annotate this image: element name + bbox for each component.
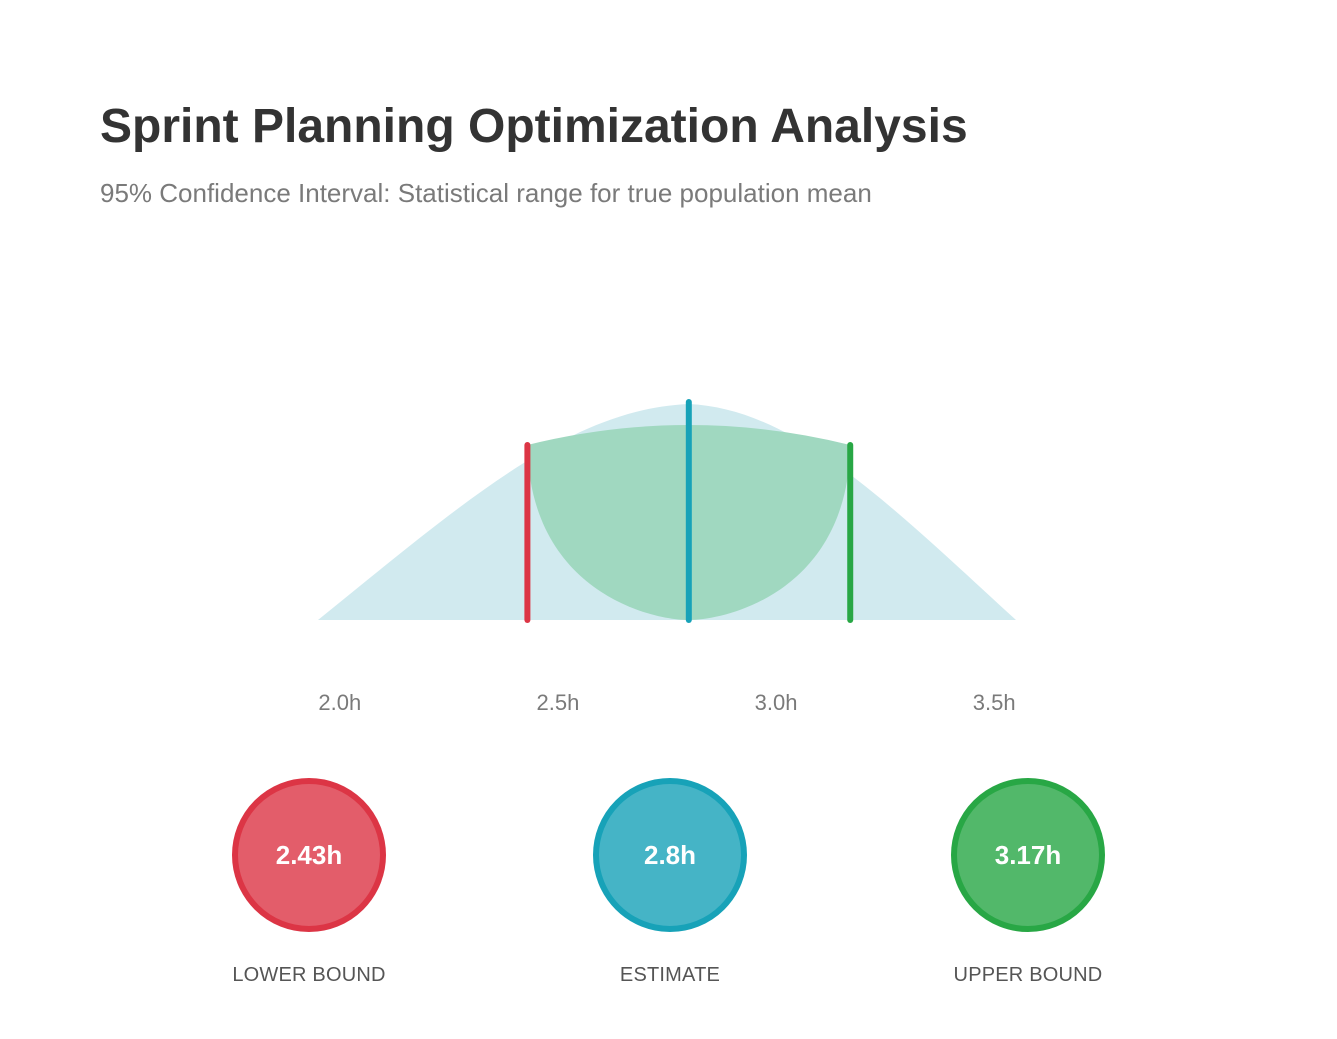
lower-bound-label: LOWER BOUND	[232, 964, 386, 986]
x-tick-label: 2.0h	[318, 690, 361, 715]
chart-title: Sprint Planning Optimization Analysis	[100, 100, 968, 153]
lower-bound-circle: 2.43h	[232, 778, 386, 932]
estimate-label: ESTIMATE	[619, 964, 721, 986]
estimate-circle: 2.8h	[593, 778, 747, 932]
upper-bound-stat: 3.17h UPPER BOUND	[938, 778, 1118, 987]
x-axis-ticks: 2.0h 2.5h 3.0h 3.5h	[318, 690, 1015, 715]
x-tick-label: 3.0h	[755, 690, 798, 715]
lower-bound-value: 2.43h	[275, 839, 343, 870]
upper-bound-value: 3.17h	[994, 839, 1062, 870]
upper-bound-label: UPPER BOUND	[953, 964, 1103, 986]
estimate-stat: 2.8h ESTIMATE	[580, 778, 760, 987]
x-tick-label: 3.5h	[973, 690, 1016, 715]
lower-bound-stat: 2.43h LOWER BOUND	[219, 778, 399, 987]
x-tick-label: 2.5h	[537, 690, 580, 715]
chart-subtitle: 95% Confidence Interval: Statistical ran…	[100, 178, 872, 208]
estimate-value: 2.8h	[643, 839, 697, 870]
confidence-interval-chart: 2.0h 2.5h 3.0h 3.5h	[318, 399, 1016, 715]
upper-bound-circle: 3.17h	[951, 778, 1105, 932]
